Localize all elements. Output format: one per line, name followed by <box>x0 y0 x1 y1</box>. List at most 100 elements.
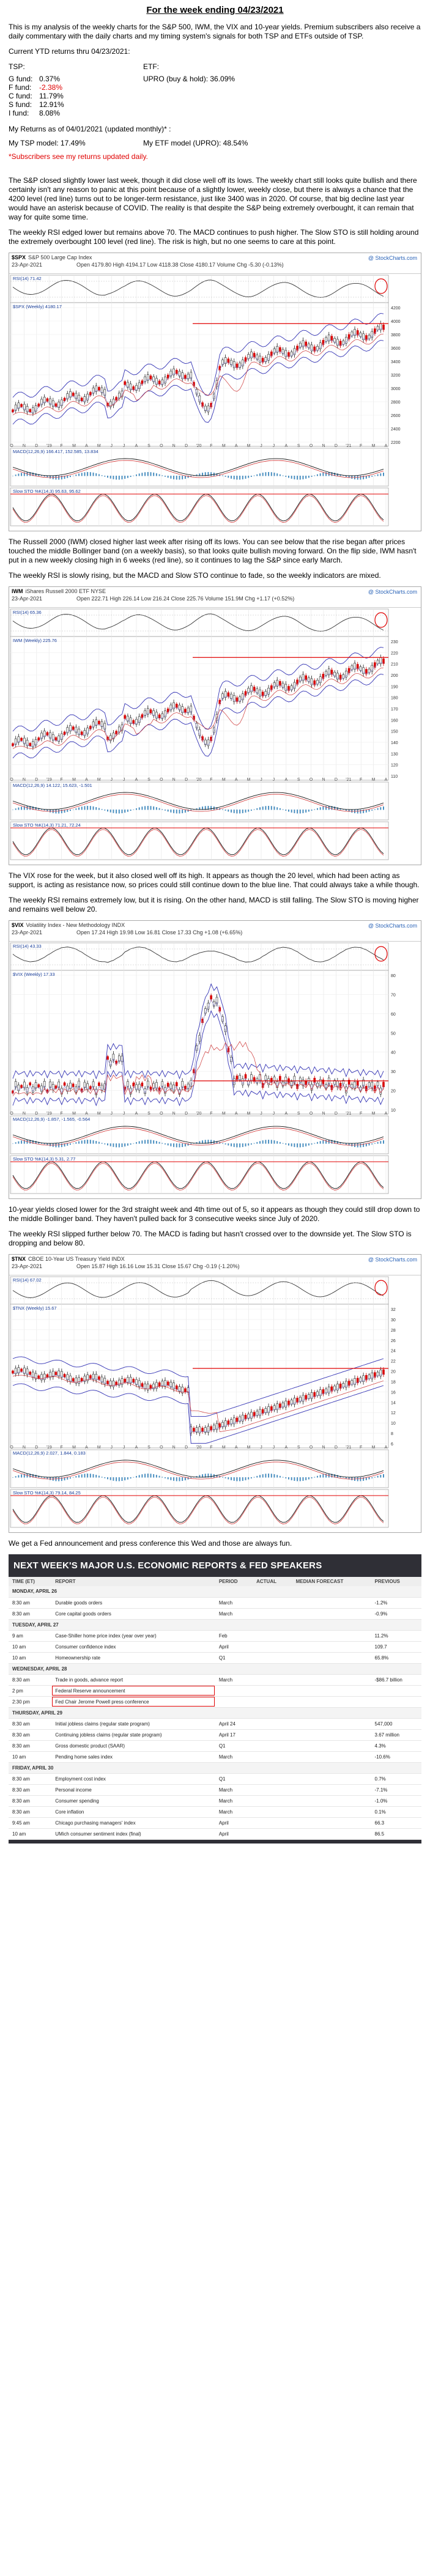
candle-body <box>270 685 273 690</box>
calendar-report-row: 8:30 am Employment cost index Q1 0.7% <box>9 1773 421 1785</box>
macd-histogram-bar <box>339 1142 341 1144</box>
candle-body <box>127 382 129 388</box>
calendar-cell: 10 am <box>9 1641 52 1653</box>
macd-histogram-bar <box>336 1475 338 1478</box>
x-tick-label: A <box>284 1112 287 1116</box>
candle-body <box>23 404 26 410</box>
candle-body <box>14 1368 17 1375</box>
macd-histogram-bar <box>138 1475 140 1478</box>
candle-body <box>371 1372 374 1379</box>
calendar-cell: Personal income <box>51 1784 215 1796</box>
candle-body <box>34 1082 37 1089</box>
chart-date: 23-Apr-2021 <box>12 929 43 936</box>
macd-histogram-bar <box>311 810 313 811</box>
candle-body <box>330 670 333 675</box>
x-tick-label: M <box>72 1112 76 1116</box>
macd-histogram-bar <box>299 1477 301 1482</box>
x-tick-label: '21 <box>346 1445 351 1450</box>
macd-histogram-bar <box>345 810 347 811</box>
macd-histogram-bar <box>147 806 149 810</box>
macd-histogram-bar <box>339 808 341 810</box>
chart-header: $SPX S&P 500 Large Cap Index @ StockCharts… <box>9 253 421 274</box>
candle-body <box>12 1370 14 1374</box>
candle-body <box>354 663 356 670</box>
macd-histogram-bar <box>92 806 94 810</box>
macd-histogram-bar <box>297 810 298 814</box>
macd-histogram-bar <box>339 1475 341 1478</box>
x-tick-label: M <box>372 444 376 448</box>
calendar-cell <box>253 1795 292 1807</box>
macd-histogram-bar <box>144 472 146 476</box>
macd-histogram-bar <box>299 1143 301 1148</box>
macd-histogram-bar <box>368 1477 370 1480</box>
macd-histogram-bar <box>190 476 192 477</box>
y-tick-label: 18 <box>391 1380 396 1384</box>
macd-histogram-bar <box>210 1474 212 1478</box>
candle-body <box>276 345 278 353</box>
calendar-cell: March <box>215 1597 253 1609</box>
macd-histogram-bar <box>124 810 126 813</box>
calendar-cell: Durable goods orders <box>51 1597 215 1609</box>
calendar-cell: Gross domestic product (SAAR) <box>51 1740 215 1752</box>
macd-histogram-bar <box>98 1142 100 1144</box>
macd-histogram-bar <box>196 1142 198 1144</box>
macd-histogram-bar <box>331 806 333 810</box>
macd-histogram-bar <box>231 1477 232 1480</box>
macd-histogram-bar <box>311 1143 313 1145</box>
subscriber-note: *Subscribers see my returns updated dail… <box>9 152 148 161</box>
candle-body <box>232 1417 235 1425</box>
calendar-report-row: 8:30 am Durable goods orders March -1.2% <box>9 1597 421 1609</box>
x-tick-label: D <box>335 1112 338 1116</box>
spx-chart: $SPX S&P 500 Large Cap Index @ StockCharts… <box>9 253 421 531</box>
macd-histogram-bar <box>35 806 37 810</box>
macd-histogram-bar <box>233 476 235 479</box>
calendar-report-row: 8:30 am Initial jobless claims (regular s… <box>9 1718 421 1730</box>
macd-histogram-bar <box>308 1477 310 1480</box>
model-returns: My TSP model: 17.49% My ETF model (UPRO)… <box>9 139 421 147</box>
macd-histogram-bar <box>377 474 379 476</box>
macd-histogram-bar <box>98 808 100 810</box>
candle-body <box>204 405 207 411</box>
candle-body <box>284 350 287 357</box>
calendar-cell <box>253 1685 292 1697</box>
candle-body <box>98 1376 100 1380</box>
candle-body <box>347 334 350 339</box>
candle-body <box>322 674 325 679</box>
fund-name: S fund: <box>9 100 32 109</box>
macd-histogram-bar <box>297 476 298 480</box>
macd-histogram-bar <box>124 1143 126 1147</box>
candle-body <box>298 1397 302 1402</box>
tnx-paragraph-2: The weekly RSI slipped further below 70.… <box>9 1230 412 1247</box>
macd-histogram-bar <box>113 476 114 479</box>
bollinger-lower <box>12 1010 384 1107</box>
candle-body <box>313 1392 316 1397</box>
macd-histogram-bar <box>153 472 155 476</box>
macd-histogram-bar <box>150 1140 152 1144</box>
x-tick-label: M <box>72 1445 76 1450</box>
y-tick-label: 220 <box>391 651 398 655</box>
macd-histogram-bar <box>23 472 25 476</box>
macd-histogram-bar <box>23 1140 25 1144</box>
macd-histogram-bar <box>121 1143 123 1148</box>
calendar-cell: -0.9% <box>371 1608 421 1620</box>
candle-body <box>23 737 26 744</box>
spx-paragraph-2: The weekly RSI edged lower but remains a… <box>9 228 419 246</box>
candle-body <box>155 378 158 385</box>
macd-histogram-bar <box>38 808 40 810</box>
candle-body <box>305 341 307 347</box>
macd-histogram-bar <box>95 1141 97 1144</box>
chart-name: iShares Russell 2000 ETF NYSE <box>25 588 106 594</box>
price-panel <box>10 636 389 781</box>
macd-histogram-bar <box>348 810 350 812</box>
candle-body <box>138 1083 141 1091</box>
macd-histogram-bar <box>351 1143 353 1146</box>
macd-histogram-bar <box>265 472 267 476</box>
x-tick-label: S <box>297 1445 300 1450</box>
macd-histogram-bar <box>276 1475 278 1478</box>
calendar-cell <box>292 1806 371 1818</box>
macd-histogram-bar <box>383 472 384 476</box>
macd-histogram-bar <box>285 1477 287 1478</box>
x-tick-label: A <box>135 1112 138 1116</box>
candle-body <box>37 1375 40 1379</box>
candle-body <box>118 1055 120 1061</box>
